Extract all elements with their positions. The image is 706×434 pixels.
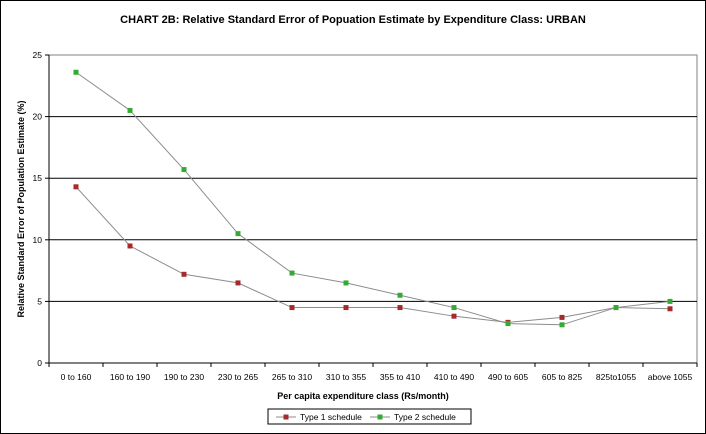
- x-tick-label: 310 to 355: [326, 372, 366, 382]
- y-tick-label: 10: [33, 235, 43, 245]
- data-point: [235, 231, 241, 237]
- data-point: [667, 298, 673, 304]
- data-point: [397, 305, 403, 311]
- chart-title: CHART 2B: Relative Standard Error of Pop…: [120, 14, 586, 26]
- data-point: [451, 305, 457, 311]
- x-tick-label: 265 to 310: [272, 372, 312, 382]
- data-point: [451, 313, 457, 319]
- series-line: [75, 71, 671, 326]
- x-tick-label: 825to1055: [596, 372, 636, 382]
- data-point: [289, 270, 295, 276]
- data-point: [127, 107, 133, 113]
- legend-box: [267, 408, 472, 425]
- data-point: [181, 167, 187, 173]
- data-point: [235, 280, 241, 286]
- plot-area: [48, 54, 698, 364]
- data-point: [397, 292, 403, 298]
- data-point: [343, 280, 349, 286]
- data-point: [73, 184, 79, 190]
- data-point: [181, 271, 187, 277]
- x-tick-label: 355 to 410: [380, 372, 420, 382]
- y-axis-ticks: 0 5 10 15 20 25: [33, 50, 49, 368]
- y-tick-label: 15: [33, 173, 43, 183]
- y-tick-label: 25: [33, 50, 43, 60]
- data-point: [613, 305, 619, 311]
- legend-label: Type 1 schedule: [300, 412, 362, 422]
- y-tick-label: 0: [37, 358, 42, 368]
- data-point: [505, 321, 511, 327]
- data-point: [667, 306, 673, 312]
- legend-marker: [377, 414, 383, 420]
- data-point: [559, 322, 565, 328]
- y-axis-label: Relative Standard Error of Population Es…: [16, 100, 26, 317]
- data-point: [559, 314, 565, 320]
- series-group: [73, 69, 673, 328]
- x-tick-label: 190 to 230: [164, 372, 204, 382]
- series-line: [75, 186, 671, 323]
- data-point: [73, 69, 79, 75]
- legend-marker: [283, 414, 289, 420]
- x-tick-label: 490 to 605: [488, 372, 528, 382]
- x-axis-ticks: 0 to 160 160 to 190 190 to 230 230 to 265 26…: [48, 55, 698, 382]
- x-tick-label: 160 to 190: [110, 372, 150, 382]
- data-point: [127, 243, 133, 249]
- legend: Type 1 schedule Type 2 schedule: [267, 408, 472, 425]
- x-tick-label: 605 to 825: [542, 372, 582, 382]
- legend-label: Type 2 schedule: [394, 412, 456, 422]
- x-tick-label: 410 to 490: [434, 372, 474, 382]
- x-tick-label: 230 to 265: [218, 372, 258, 382]
- y-tick-label: 20: [33, 112, 43, 122]
- x-axis-label: Per capita expenditure class (Rs/month): [277, 391, 449, 401]
- x-tick-label: above 1055: [648, 372, 693, 382]
- y-tick-label: 5: [37, 296, 42, 306]
- x-tick-label: 0 to 160: [61, 372, 92, 382]
- gridlines: [49, 116, 697, 302]
- data-point: [289, 305, 295, 311]
- series-2: [73, 69, 673, 328]
- data-point: [343, 305, 349, 311]
